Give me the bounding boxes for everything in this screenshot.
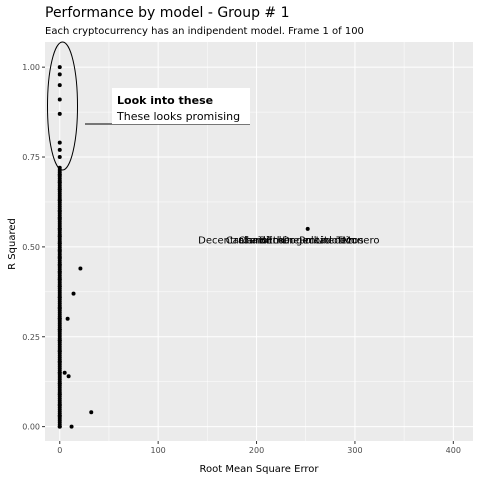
x-axis-label: Root Mean Square Error [199,464,319,475]
point-label: Chainlink [238,236,284,247]
point-label: Cardano [226,236,268,247]
y-tick-label: 0.75 [22,153,40,162]
data-point [57,147,62,152]
point-label: Monero [342,236,379,247]
data-point [62,370,67,375]
chart-subtitle: Each cryptocurrency has an indipendent m… [45,26,364,37]
point-label: Ethereum [267,236,316,247]
data-point [57,97,62,102]
point-label: Tezos [335,236,363,247]
annotation-box [112,88,250,124]
data-point [69,424,74,429]
annotation-title: Look into these [117,94,213,107]
data-point [78,266,83,271]
y-ticks: 0.00 0.25 0.50 0.75 1.00 [22,63,45,432]
points [57,65,310,429]
data-point [89,410,94,415]
data-point [66,374,71,379]
x-tick-label: 100 [151,446,166,455]
data-point [57,140,62,145]
x-tick-label: 0 [57,446,62,455]
y-tick-label: 1.00 [22,63,40,72]
y-tick-label: 0.50 [22,243,40,252]
data-point [305,226,310,231]
annotation-text: These looks promising [116,110,240,123]
highlight-ellipse [47,41,78,171]
x-tick-label: 400 [446,446,461,455]
data-point [57,167,62,172]
data-point [71,291,76,296]
data-point [65,316,70,321]
point-labels: DecentralandCardanoChainlinkBitcoinEther… [198,236,379,247]
y-axis-label: R Squared [7,218,18,270]
point-label: Polkadot [299,236,342,247]
x-tick-label: 300 [347,446,362,455]
point-label: Bitcoin [259,236,293,247]
point-label: Dogecoin [282,236,329,247]
y-tick-label: 0.25 [22,333,40,342]
x-ticks: 0 100 200 300 400 [57,441,461,455]
data-point [57,155,62,160]
y-tick-label: 0.00 [22,423,40,432]
point-label: Litecoin [316,236,355,247]
chart-title: Performance by model - Group # 1 [45,5,290,21]
data-point [57,65,62,70]
x-tick-label: 200 [249,446,264,455]
data-point [57,111,62,116]
point-label: Decentraland [198,236,266,247]
data-point [57,72,62,77]
data-point [57,83,62,88]
